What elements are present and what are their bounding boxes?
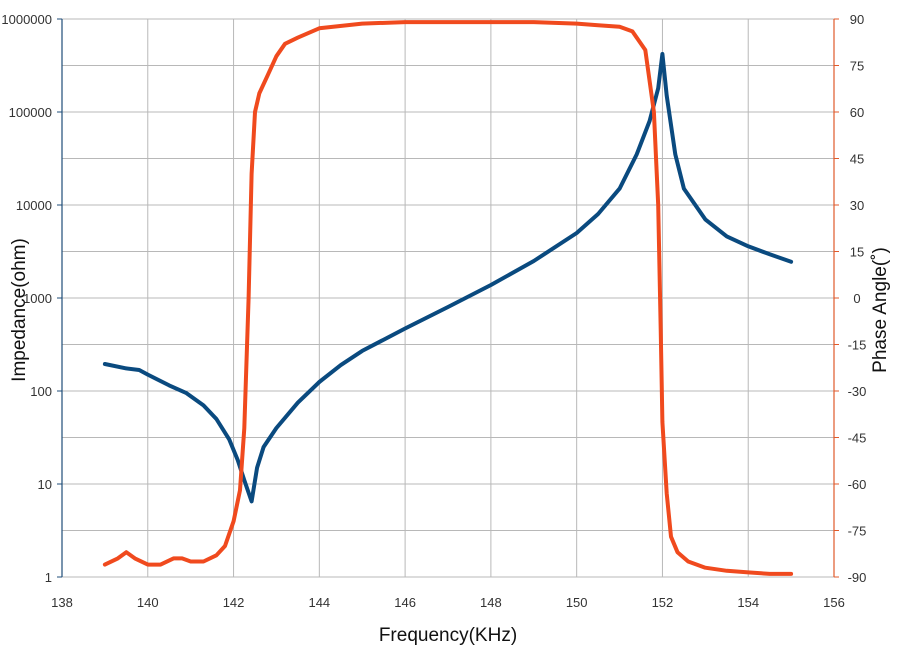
right-tick-labels: -90 -75 -60 -45 -30 -15 0 15 30 45 60 75 90 bbox=[848, 12, 867, 585]
x-tick-label: 144 bbox=[308, 595, 330, 610]
right-tick-label: -90 bbox=[848, 570, 867, 585]
axis-layer bbox=[61, 19, 835, 577]
right-tick-label: 60 bbox=[850, 105, 864, 120]
left-tick-label: 100 bbox=[30, 384, 52, 399]
x-tick-label: 152 bbox=[652, 595, 674, 610]
left-axis-title: Impedance(ohm) bbox=[9, 238, 30, 382]
x-tick-label: 148 bbox=[480, 595, 502, 610]
right-axis-title: Phase Angle(˚) bbox=[870, 247, 891, 373]
right-tick-label: -75 bbox=[848, 524, 867, 539]
x-tick-label: 156 bbox=[823, 595, 845, 610]
left-tick-label: 100000 bbox=[9, 105, 52, 120]
left-tick-label: 1000 bbox=[23, 291, 52, 306]
right-tick-label: -60 bbox=[848, 477, 867, 492]
right-tick-label: 30 bbox=[850, 198, 864, 213]
x-tick-label: 146 bbox=[394, 595, 416, 610]
left-tick-label: 1000000 bbox=[1, 12, 52, 27]
left-tick-label: 10 bbox=[38, 477, 52, 492]
right-tick-label: 45 bbox=[850, 152, 864, 167]
right-tick-label: 15 bbox=[850, 245, 864, 260]
left-tick-label: 1 bbox=[45, 570, 52, 585]
right-tick-label: -45 bbox=[848, 431, 867, 446]
series-layer bbox=[102, 20, 794, 576]
grid-layer bbox=[57, 18, 839, 578]
left-tick-label: 10000 bbox=[16, 198, 52, 213]
x-tick-label: 138 bbox=[51, 595, 73, 610]
x-tick-label: 154 bbox=[737, 595, 759, 610]
x-tick-label: 150 bbox=[566, 595, 588, 610]
right-tick-label: 75 bbox=[850, 59, 864, 74]
right-tick-label: 90 bbox=[850, 12, 864, 27]
right-tick-label: -15 bbox=[848, 338, 867, 353]
x-tick-labels: 138 140 142 144 146 148 150 152 154 156 bbox=[51, 595, 845, 610]
right-tick-label: -30 bbox=[848, 384, 867, 399]
phase-series-line bbox=[102, 20, 794, 576]
impedance-series-line bbox=[102, 52, 794, 504]
x-tick-label: 142 bbox=[223, 595, 245, 610]
right-tick-label: 0 bbox=[853, 291, 860, 306]
x-tick-label: 140 bbox=[137, 595, 159, 610]
x-axis-title: Frequency(KHz) bbox=[379, 625, 517, 646]
left-tick-labels: 1 10 100 1000 10000 100000 1000000 bbox=[1, 12, 52, 585]
